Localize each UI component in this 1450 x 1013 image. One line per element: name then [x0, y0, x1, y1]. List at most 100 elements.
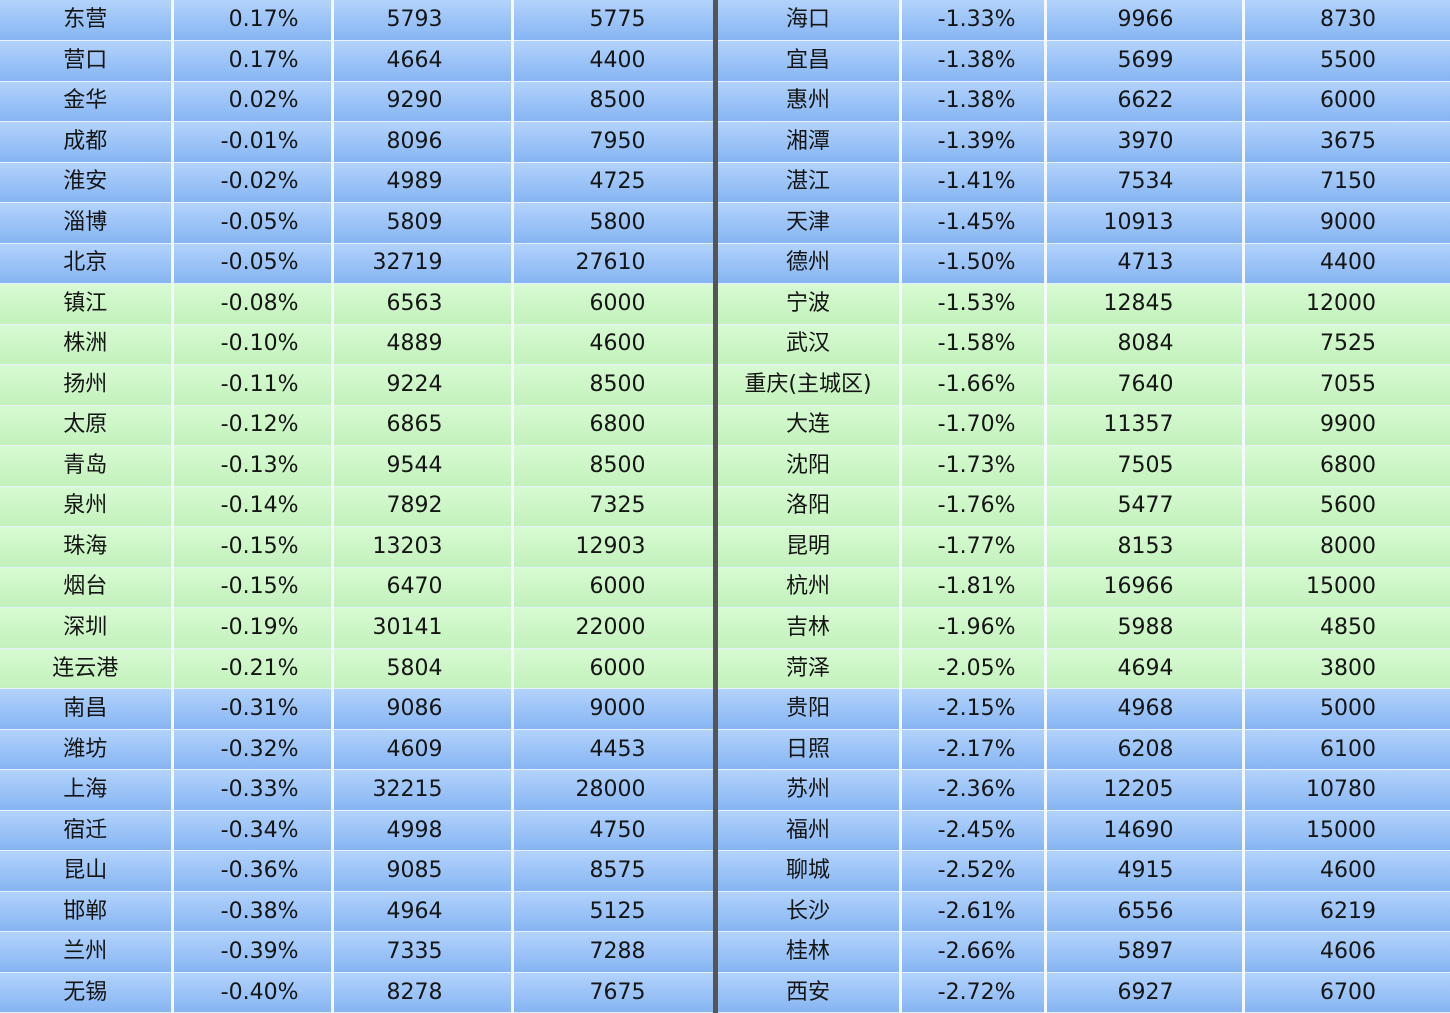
- change-cell: -1.81%: [900, 567, 1047, 609]
- city-cell: 株洲: [0, 324, 174, 366]
- change-cell: -1.96%: [900, 607, 1047, 649]
- table-row: 淮安 -0.02% 4989 4725 湛江 -1.41% 7534 7150: [0, 162, 1450, 204]
- city-cell: 德州: [715, 243, 902, 285]
- price-cell: 7950: [512, 121, 718, 163]
- city-cell: 武汉: [715, 324, 902, 366]
- price-cell: 6100: [1243, 729, 1450, 771]
- change-cell: 0.17%: [172, 40, 334, 82]
- city-cell: 大连: [715, 405, 902, 447]
- change-cell: -0.05%: [172, 202, 334, 244]
- price-cell: 4609: [332, 729, 514, 771]
- city-cell: 昆明: [715, 526, 902, 568]
- city-cell: 北京: [0, 243, 174, 285]
- city-cell: 海口: [715, 0, 902, 42]
- change-cell: -0.31%: [172, 688, 334, 730]
- price-cell: 4453: [512, 729, 718, 771]
- change-cell: -2.15%: [900, 688, 1047, 730]
- city-cell: 上海: [0, 769, 174, 811]
- change-cell: -1.53%: [900, 283, 1047, 325]
- price-cell: 4400: [1243, 243, 1450, 285]
- price-cell: 4889: [332, 324, 514, 366]
- change-cell: -0.13%: [172, 445, 334, 487]
- price-cell: 6000: [512, 648, 718, 690]
- city-cell: 东营: [0, 0, 174, 42]
- city-cell: 天津: [715, 202, 902, 244]
- price-cell: 13203: [332, 526, 514, 568]
- city-cell: 兰州: [0, 931, 174, 973]
- city-cell: 福州: [715, 810, 902, 852]
- price-cell: 5125: [512, 891, 718, 933]
- city-cell: 聊城: [715, 850, 902, 892]
- price-cell: 28000: [512, 769, 718, 811]
- change-cell: -0.19%: [172, 607, 334, 649]
- change-cell: -0.01%: [172, 121, 334, 163]
- change-cell: -0.08%: [172, 283, 334, 325]
- price-cell: 7534: [1045, 162, 1245, 204]
- price-cell: 6700: [1243, 972, 1450, 1013]
- price-cell: 4694: [1045, 648, 1245, 690]
- price-cell: 6563: [332, 283, 514, 325]
- change-cell: -1.58%: [900, 324, 1047, 366]
- change-cell: -2.52%: [900, 850, 1047, 892]
- price-cell: 32719: [332, 243, 514, 285]
- city-cell: 沈阳: [715, 445, 902, 487]
- price-cell: 4713: [1045, 243, 1245, 285]
- change-cell: 0.02%: [172, 81, 334, 123]
- price-cell: 5699: [1045, 40, 1245, 82]
- price-cell: 10913: [1045, 202, 1245, 244]
- city-cell: 太原: [0, 405, 174, 447]
- price-cell: 16966: [1045, 567, 1245, 609]
- price-cell: 4989: [332, 162, 514, 204]
- price-cell: 9290: [332, 81, 514, 123]
- city-cell: 西安: [715, 972, 902, 1013]
- table-row: 宿迁 -0.34% 4998 4750 福州 -2.45% 14690 15000: [0, 810, 1450, 852]
- change-cell: -0.33%: [172, 769, 334, 811]
- price-cell: 7505: [1045, 445, 1245, 487]
- price-cell: 14690: [1045, 810, 1245, 852]
- price-cell: 5804: [332, 648, 514, 690]
- city-cell: 烟台: [0, 567, 174, 609]
- price-cell: 7150: [1243, 162, 1450, 204]
- change-cell: -1.76%: [900, 486, 1047, 528]
- price-cell: 4600: [1243, 850, 1450, 892]
- change-cell: -1.41%: [900, 162, 1047, 204]
- change-cell: -0.10%: [172, 324, 334, 366]
- table-row: 成都 -0.01% 8096 7950 湘潭 -1.39% 3970 3675: [0, 121, 1450, 163]
- price-cell: 8096: [332, 121, 514, 163]
- price-cell: 6208: [1045, 729, 1245, 771]
- change-cell: -1.66%: [900, 364, 1047, 406]
- price-cell: 6800: [1243, 445, 1450, 487]
- price-cell: 5809: [332, 202, 514, 244]
- price-cell: 9966: [1045, 0, 1245, 42]
- price-cell: 12000: [1243, 283, 1450, 325]
- city-cell: 日照: [715, 729, 902, 771]
- table-row: 昆山 -0.36% 9085 8575 聊城 -2.52% 4915 4600: [0, 850, 1450, 892]
- price-cell: 8153: [1045, 526, 1245, 568]
- price-cell: 6470: [332, 567, 514, 609]
- price-cell: 6000: [512, 283, 718, 325]
- table-row: 东营 0.17% 5793 5775 海口 -1.33% 9966 8730: [0, 0, 1450, 42]
- price-cell: 5775: [512, 0, 718, 42]
- table-row: 上海 -0.33% 32215 28000 苏州 -2.36% 12205 10780: [0, 769, 1450, 811]
- change-cell: -2.05%: [900, 648, 1047, 690]
- table-row: 深圳 -0.19% 30141 22000 吉林 -1.96% 5988 4850: [0, 607, 1450, 649]
- city-cell: 镇江: [0, 283, 174, 325]
- price-cell: 7525: [1243, 324, 1450, 366]
- table-row: 金华 0.02% 9290 8500 惠州 -1.38% 6622 6000: [0, 81, 1450, 123]
- table-row: 扬州 -0.11% 9224 8500 重庆(主城区) -1.66% 7640 7055: [0, 364, 1450, 406]
- price-cell: 10780: [1243, 769, 1450, 811]
- price-cell: 6865: [332, 405, 514, 447]
- change-cell: -0.15%: [172, 567, 334, 609]
- city-cell: 泉州: [0, 486, 174, 528]
- price-cell: 9224: [332, 364, 514, 406]
- change-cell: -0.11%: [172, 364, 334, 406]
- price-cell: 7325: [512, 486, 718, 528]
- city-cell: 宿迁: [0, 810, 174, 852]
- price-cell: 9000: [1243, 202, 1450, 244]
- table-row: 南昌 -0.31% 9086 9000 贵阳 -2.15% 4968 5000: [0, 688, 1450, 730]
- city-cell: 连云港: [0, 648, 174, 690]
- change-cell: -1.50%: [900, 243, 1047, 285]
- price-cell: 5000: [1243, 688, 1450, 730]
